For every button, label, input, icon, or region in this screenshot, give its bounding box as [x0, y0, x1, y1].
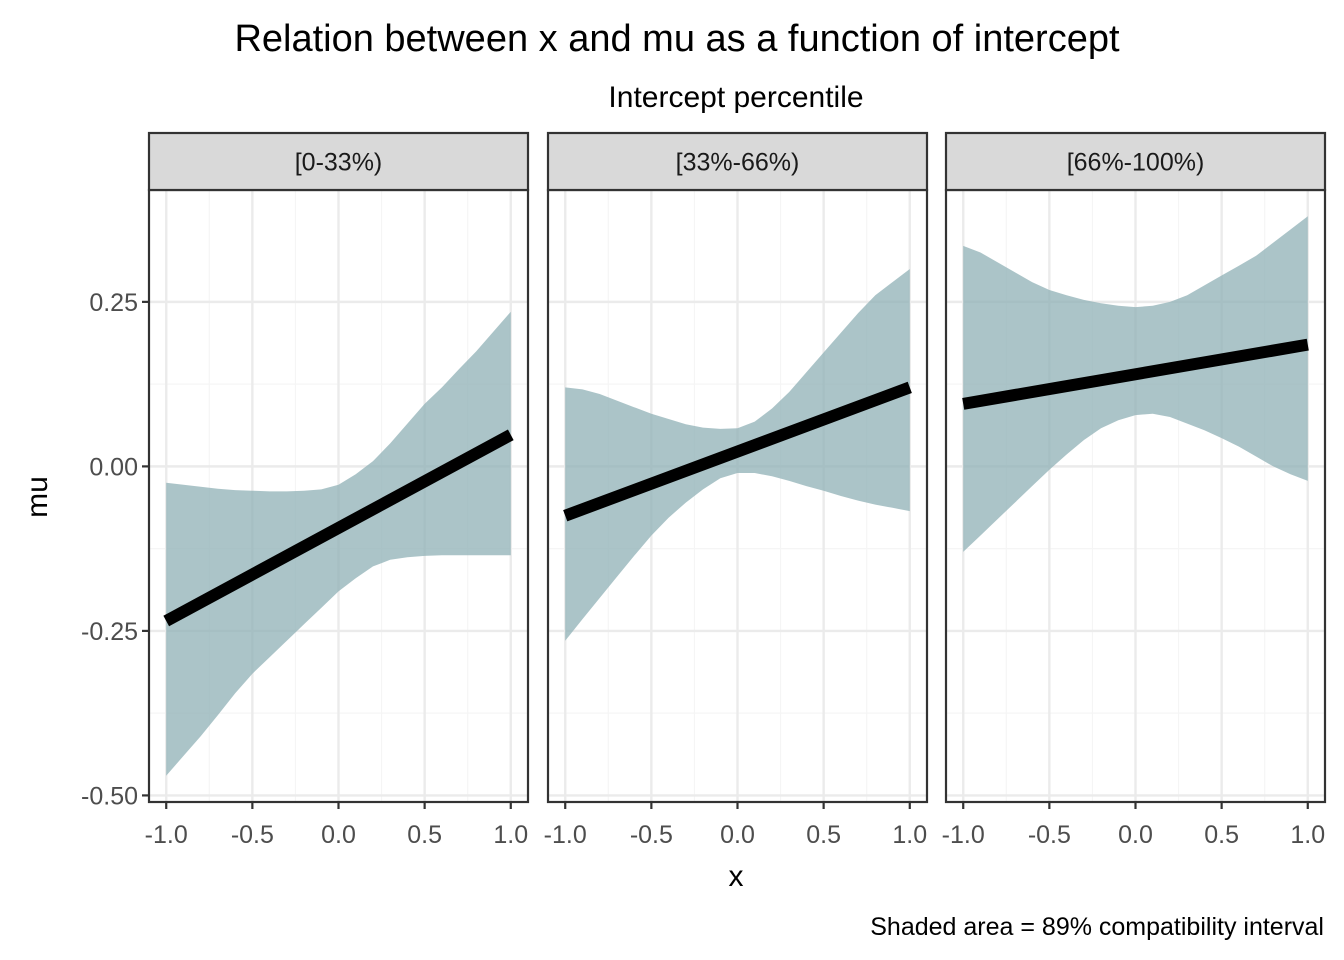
- x-axis: -1.0 -0.5 0.0 0.5 1.0 -1.0 -0.5 0.0 0.5 1.0 -1.0 -0…: [145, 802, 1325, 849]
- x-tick-label: -1.0: [145, 821, 188, 849]
- x-tick-label: -1.0: [544, 821, 587, 849]
- facet-strip: [147, 131, 530, 192]
- y-tick-label: -0.50: [81, 782, 138, 810]
- x-tick-label: 0.5: [806, 821, 841, 849]
- x-tick-label: 0.0: [321, 821, 356, 849]
- x-tick-label: -0.5: [630, 821, 673, 849]
- facet-strip: [944, 131, 1327, 192]
- facet-strip: [546, 131, 929, 192]
- chart-title: Relation between x and mu as a function …: [234, 18, 1120, 60]
- x-tick-label: -0.5: [231, 821, 274, 849]
- mean-line: [962, 338, 1309, 410]
- mean-line: [563, 381, 912, 522]
- x-tick-label: 0.0: [1118, 821, 1153, 849]
- y-tick-label: -0.25: [81, 618, 138, 646]
- facet-strip-label: [33%-66%): [676, 149, 800, 177]
- x-axis-title: x: [729, 860, 744, 893]
- x-tick-label: 1.0: [892, 821, 927, 849]
- x-tick-label: -0.5: [1028, 821, 1071, 849]
- y-tick-label: 0.25: [89, 289, 138, 317]
- y-tick-label: 0.00: [89, 453, 138, 481]
- facet-strip-label: [66%-100%): [1067, 149, 1205, 177]
- x-tick-label: 0.0: [720, 821, 755, 849]
- x-tick-label: 0.5: [1204, 821, 1239, 849]
- interval-band: [166, 311, 511, 776]
- mean-line: [163, 429, 514, 627]
- facet-strip-label: [0-33%): [295, 149, 383, 177]
- y-axis-title: mu: [21, 476, 54, 518]
- x-tick-label: 0.5: [407, 821, 442, 849]
- x-tick-label: 1.0: [493, 821, 528, 849]
- y-axis: -0.50 -0.25 0.00 0.25: [81, 289, 149, 810]
- interval-band: [963, 216, 1308, 552]
- x-tick-label: 1.0: [1290, 821, 1325, 849]
- facet-panel: [66%-100%): [944, 131, 1327, 804]
- chart-subtitle: Intercept percentile: [608, 81, 863, 114]
- facet-panel: [33%-66%): [546, 131, 929, 804]
- x-tick-label: -1.0: [942, 821, 985, 849]
- facet-panel: [0-33%): [147, 131, 530, 804]
- chart-caption: Shaded area = 89% compatibility interval: [870, 913, 1324, 941]
- facet-panels: [0-33%) [33%-66%) [66%-100%): [147, 131, 1327, 804]
